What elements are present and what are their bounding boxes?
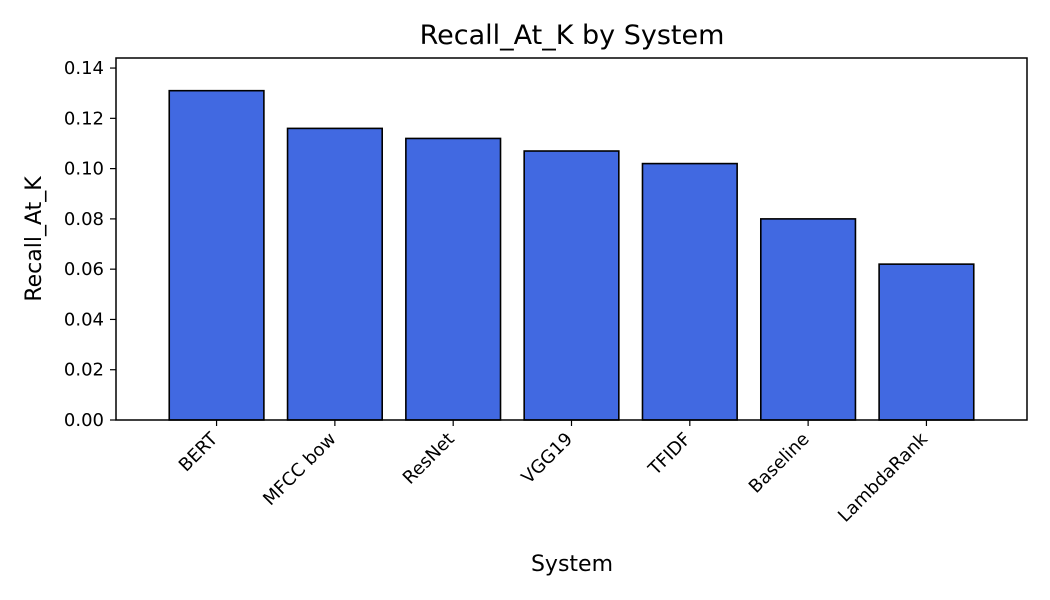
x-tick-label: MFCC bow — [259, 429, 340, 510]
x-tick-label: LambdaRank — [834, 428, 932, 526]
y-tick-label: 0.12 — [64, 108, 104, 129]
x-tick-label: ResNet — [399, 429, 459, 489]
bars-group — [168, 89, 975, 421]
bar-bert — [168, 89, 265, 421]
y-tick-label: 0.04 — [64, 309, 104, 330]
bar-tfidf — [641, 162, 738, 421]
y-tick-label: 0.08 — [64, 209, 104, 230]
y-tick-label: 0.14 — [64, 58, 104, 79]
x-tick-label: BERT — [175, 428, 223, 476]
y-tick-label: 0.06 — [64, 259, 104, 280]
y-axis-ticks: 0.00 0.02 0.04 0.06 0.08 0.10 0.12 0.14 — [64, 58, 116, 431]
plot-frame — [115, 57, 1028, 421]
y-tick-label: 0.10 — [64, 159, 104, 180]
x-tick-label: Baseline — [745, 429, 814, 498]
x-tick-label: TFIDF — [644, 429, 696, 481]
x-axis-ticks: BERT MFCC bow ResNet VGG19 TFIDF Baseline Lamb… — [175, 420, 932, 527]
x-axis-label: System — [531, 552, 613, 577]
y-tick-label: 0.02 — [64, 360, 104, 381]
bar-baseline — [759, 218, 857, 421]
x-tick-label: VGG19 — [518, 429, 577, 488]
chart-title: Recall_At_K by System — [420, 20, 725, 51]
y-tick-label: 0.00 — [64, 410, 104, 431]
y-axis-label: Recall_At_K — [22, 176, 47, 302]
bar-resnet — [405, 137, 502, 421]
bar-lambdarank — [878, 263, 975, 421]
bar-mfcc-bow — [286, 127, 384, 421]
bar-vgg19 — [523, 150, 620, 421]
